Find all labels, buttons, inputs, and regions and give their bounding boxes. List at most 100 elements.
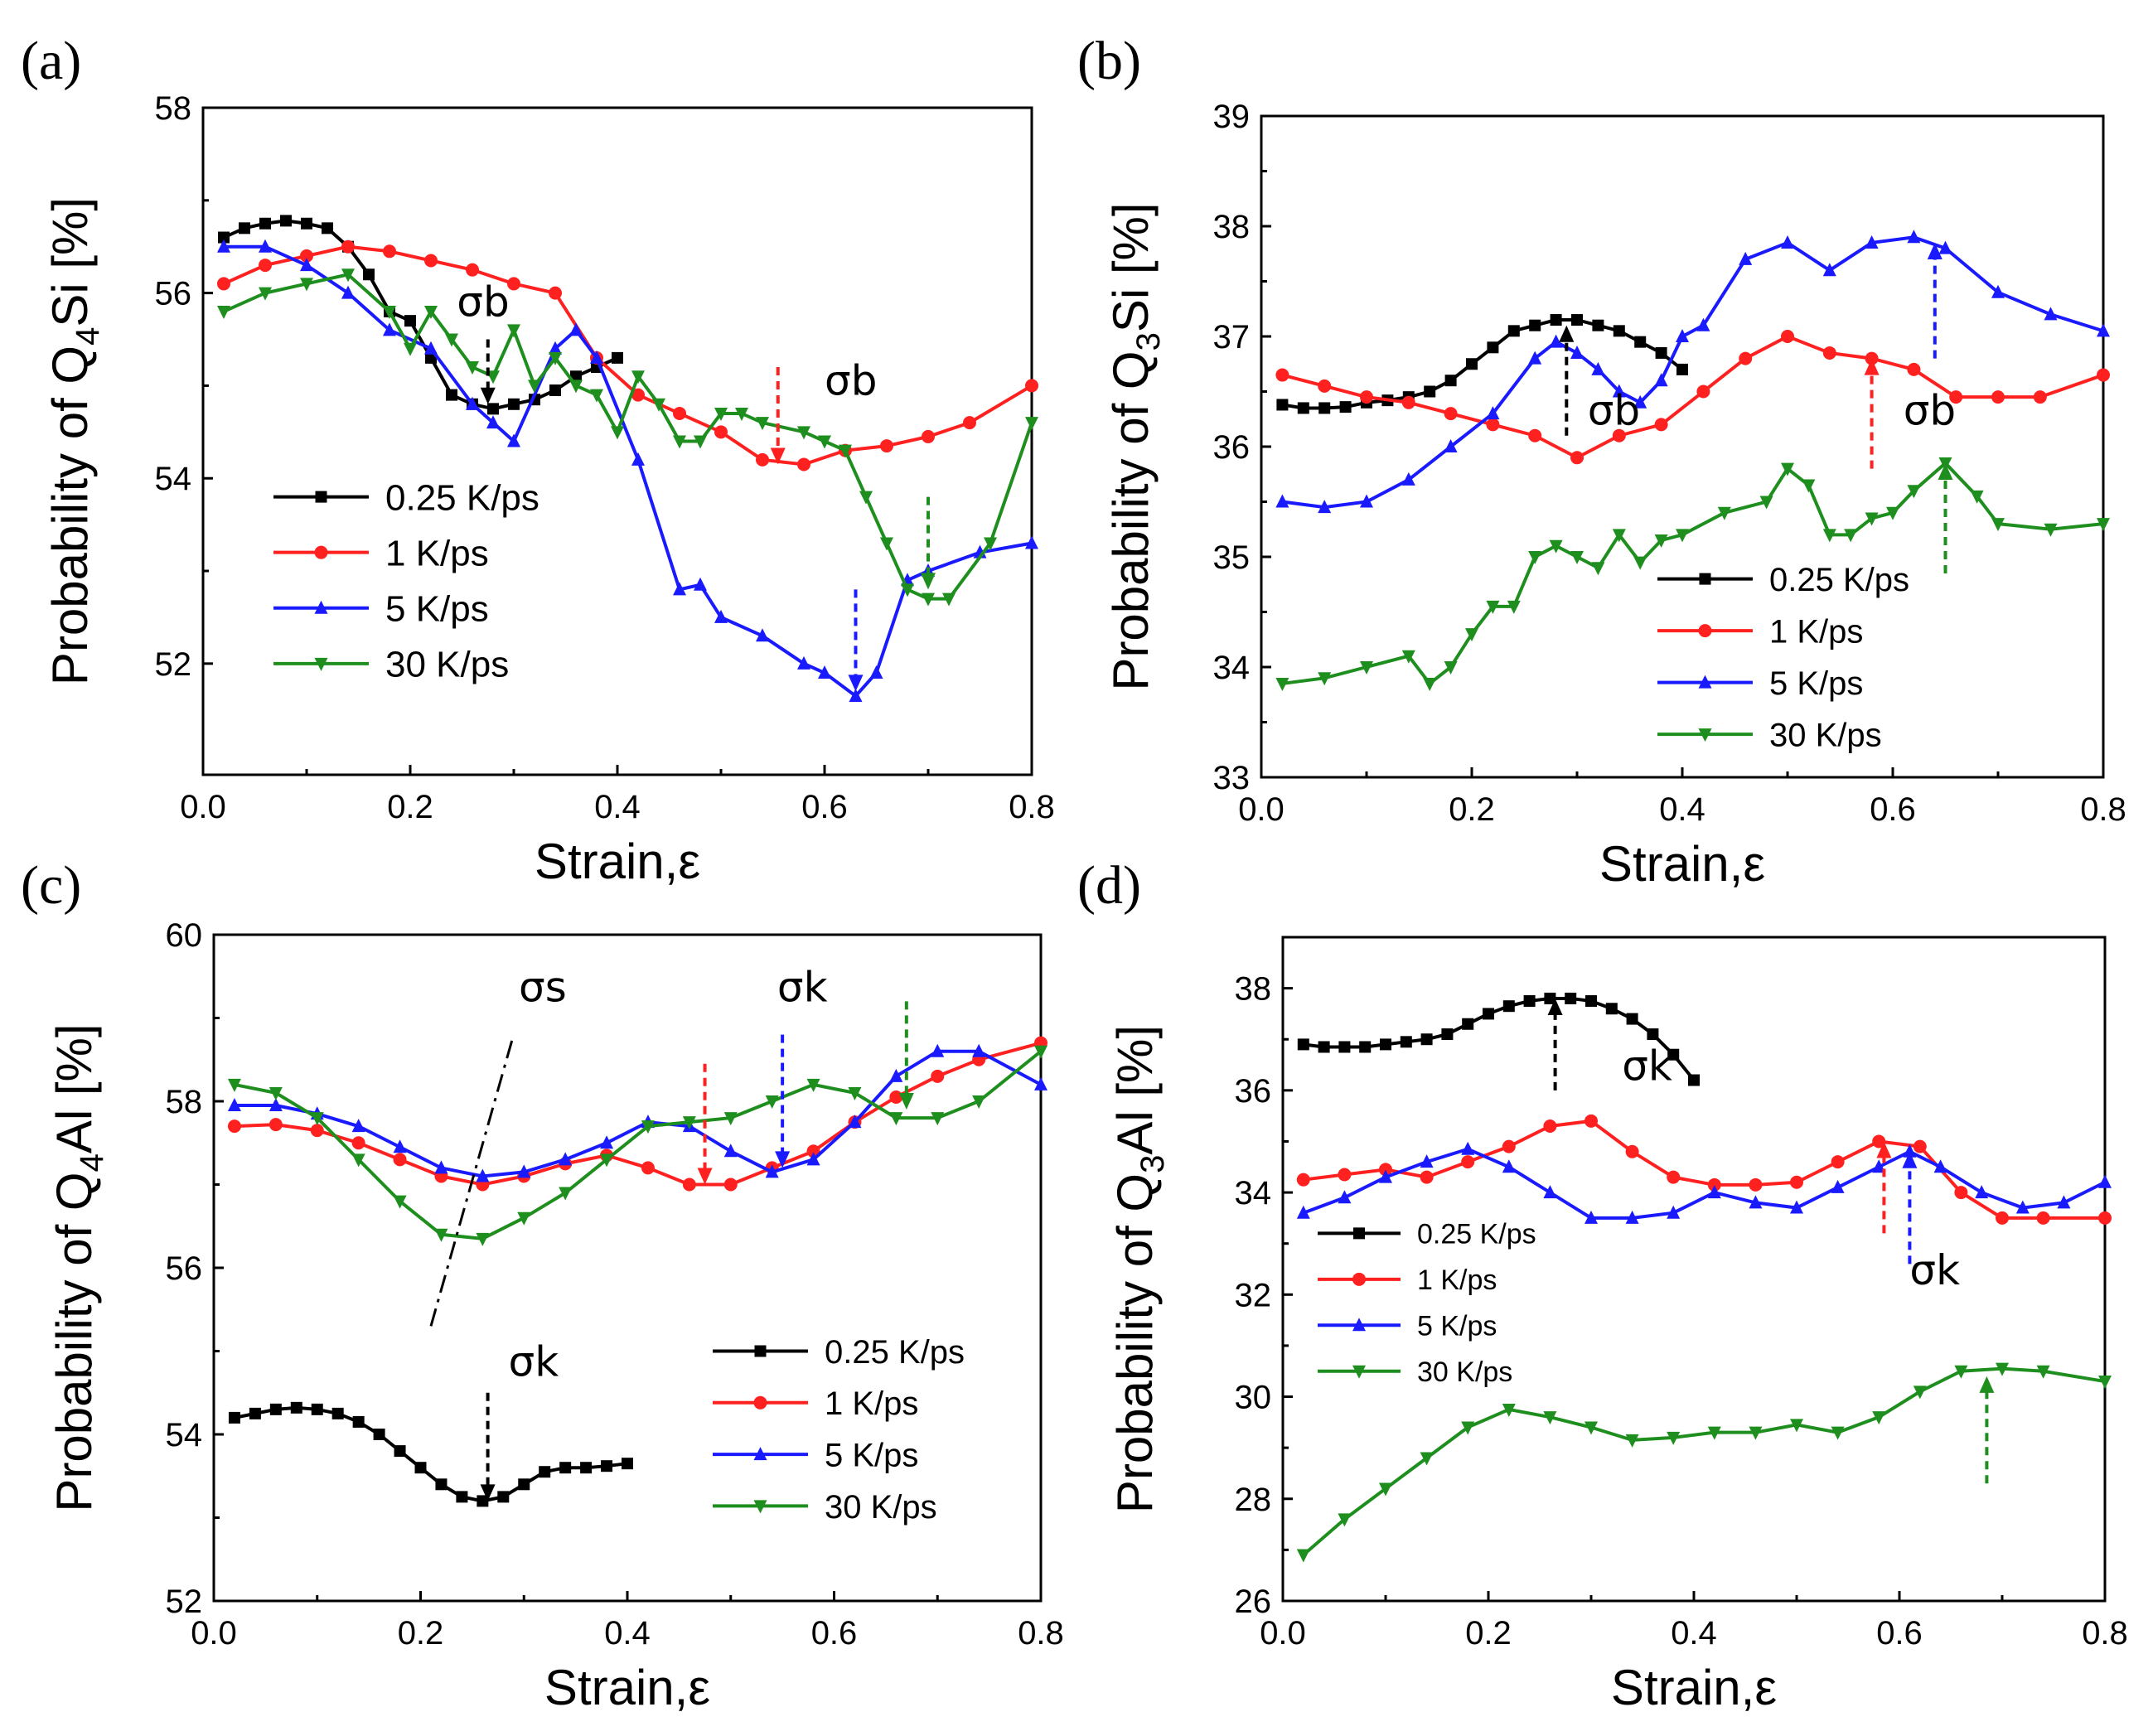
- data-point: [1338, 1513, 1352, 1527]
- data-point: [259, 259, 272, 273]
- legend-label: 30 K/ps: [1417, 1356, 1512, 1388]
- data-point: [1297, 1038, 1309, 1051]
- data-point: [880, 537, 893, 551]
- legend-entry: 5 K/ps: [713, 1438, 918, 1474]
- data-point: [1338, 1168, 1352, 1182]
- arrow-head: [697, 1168, 713, 1185]
- arrow-head: [1876, 1141, 1892, 1158]
- data-point: [528, 380, 541, 394]
- legend-label: 30 K/ps: [385, 645, 509, 685]
- data-point: [756, 452, 769, 467]
- data-point: [393, 1139, 407, 1153]
- legend-label: 1 K/ps: [1769, 614, 1863, 650]
- y-tick-label: 52: [155, 646, 192, 683]
- arrow-head: [1559, 325, 1575, 342]
- legend-label: 5 K/ps: [1769, 665, 1863, 702]
- data-point: [1276, 399, 1289, 411]
- data-point: [414, 1462, 427, 1474]
- data-point: [487, 403, 499, 415]
- data-point: [269, 1118, 283, 1132]
- data-point: [352, 1415, 365, 1428]
- data-point: [1872, 1134, 1886, 1148]
- data-point: [1667, 1431, 1681, 1445]
- data-point: [1025, 379, 1038, 393]
- y-axis-label: Probability of Q4Si [%]: [42, 197, 106, 685]
- data-point: [290, 1401, 302, 1414]
- y-axis-label-subscript: 3: [1135, 1155, 1171, 1173]
- data-point: [1359, 1041, 1372, 1053]
- data-point: [1549, 539, 1563, 554]
- series-1-k-ps: [1296, 1114, 2112, 1225]
- x-tick-label: 0.2: [398, 1615, 444, 1651]
- data-point: [1528, 428, 1542, 442]
- data-point: [1872, 1159, 1886, 1173]
- y-tick-label: 52: [166, 1584, 203, 1620]
- series-line: [1303, 1119, 2105, 1220]
- data-point: [1654, 534, 1668, 549]
- y-axis-label-tail: Si [%]: [1103, 202, 1159, 332]
- data-point: [351, 1153, 365, 1168]
- data-point: [466, 263, 479, 277]
- y-axis-label: Probability of Q3Si [%]: [1103, 202, 1167, 690]
- data-point: [1275, 677, 1289, 691]
- series-0-25-k-ps: [218, 215, 623, 415]
- legend-entry: 1 K/ps: [1318, 1265, 1497, 1296]
- y-tick-label: 26: [1235, 1584, 1272, 1620]
- data-point: [1465, 628, 1478, 642]
- series-30-k-ps: [1296, 1362, 2112, 1563]
- data-point: [1528, 351, 1542, 365]
- data-point: [446, 389, 457, 401]
- series-line: [234, 1050, 1043, 1240]
- data-point: [1502, 1139, 1516, 1153]
- data-point: [394, 1445, 406, 1458]
- data-point: [1938, 240, 1952, 254]
- data-point: [1886, 506, 1899, 520]
- series-0-25-k-ps: [228, 1401, 633, 1507]
- x-tick-label: 0.4: [1659, 791, 1705, 828]
- data-point: [2097, 323, 2110, 337]
- x-tick-label: 0.8: [1018, 1615, 1064, 1651]
- data-point: [1543, 1411, 1557, 1425]
- data-point: [1507, 325, 1520, 337]
- data-point: [1571, 314, 1583, 326]
- series-line: [234, 1405, 628, 1503]
- data-point: [1570, 551, 1584, 564]
- data-point: [518, 1478, 530, 1491]
- data-point: [818, 665, 831, 679]
- data-point: [1318, 379, 1332, 393]
- data-point: [393, 1195, 407, 1209]
- data-point: [2036, 1365, 2050, 1379]
- series-0-25-k-ps: [1297, 992, 1700, 1086]
- data-point: [848, 1086, 862, 1100]
- data-point: [922, 592, 935, 607]
- data-point: [694, 577, 707, 591]
- data-point: [1781, 462, 1794, 476]
- data-point: [1486, 600, 1500, 614]
- y-tick-label: 35: [1213, 539, 1251, 576]
- arrow-head: [1902, 1151, 1918, 1168]
- data-point: [797, 655, 810, 670]
- data-point: [1996, 1211, 2009, 1225]
- data-point: [1360, 390, 1373, 404]
- data-point: [1907, 362, 1921, 376]
- annotation-label: σb: [825, 357, 877, 405]
- annotation-label: σk: [509, 1338, 559, 1386]
- data-point: [1424, 385, 1436, 398]
- data-point: [559, 1152, 573, 1166]
- y-axis-label-tail: Al [%]: [1107, 1025, 1163, 1155]
- data-point: [1633, 394, 1647, 409]
- data-point: [1423, 677, 1437, 691]
- legend-label: 0.25 K/ps: [1769, 562, 1909, 598]
- data-point: [300, 278, 313, 292]
- series-1-k-ps: [1275, 330, 2110, 465]
- data-point: [1483, 1008, 1494, 1020]
- y-axis-label-subscript: 4: [70, 327, 106, 346]
- data-point: [922, 429, 935, 443]
- panel-a: 0.0 0.2 0.4 0.6 0.8 52 54 56 58 σb σb 0.25 K/ps 1 K/…: [21, 31, 1055, 889]
- data-point: [673, 435, 686, 449]
- series-5-k-ps: [1296, 1141, 2112, 1224]
- data-point: [1749, 1195, 1763, 1209]
- data-point: [931, 1043, 945, 1057]
- data-point: [1507, 600, 1521, 614]
- y-tick-label: 56: [155, 276, 192, 312]
